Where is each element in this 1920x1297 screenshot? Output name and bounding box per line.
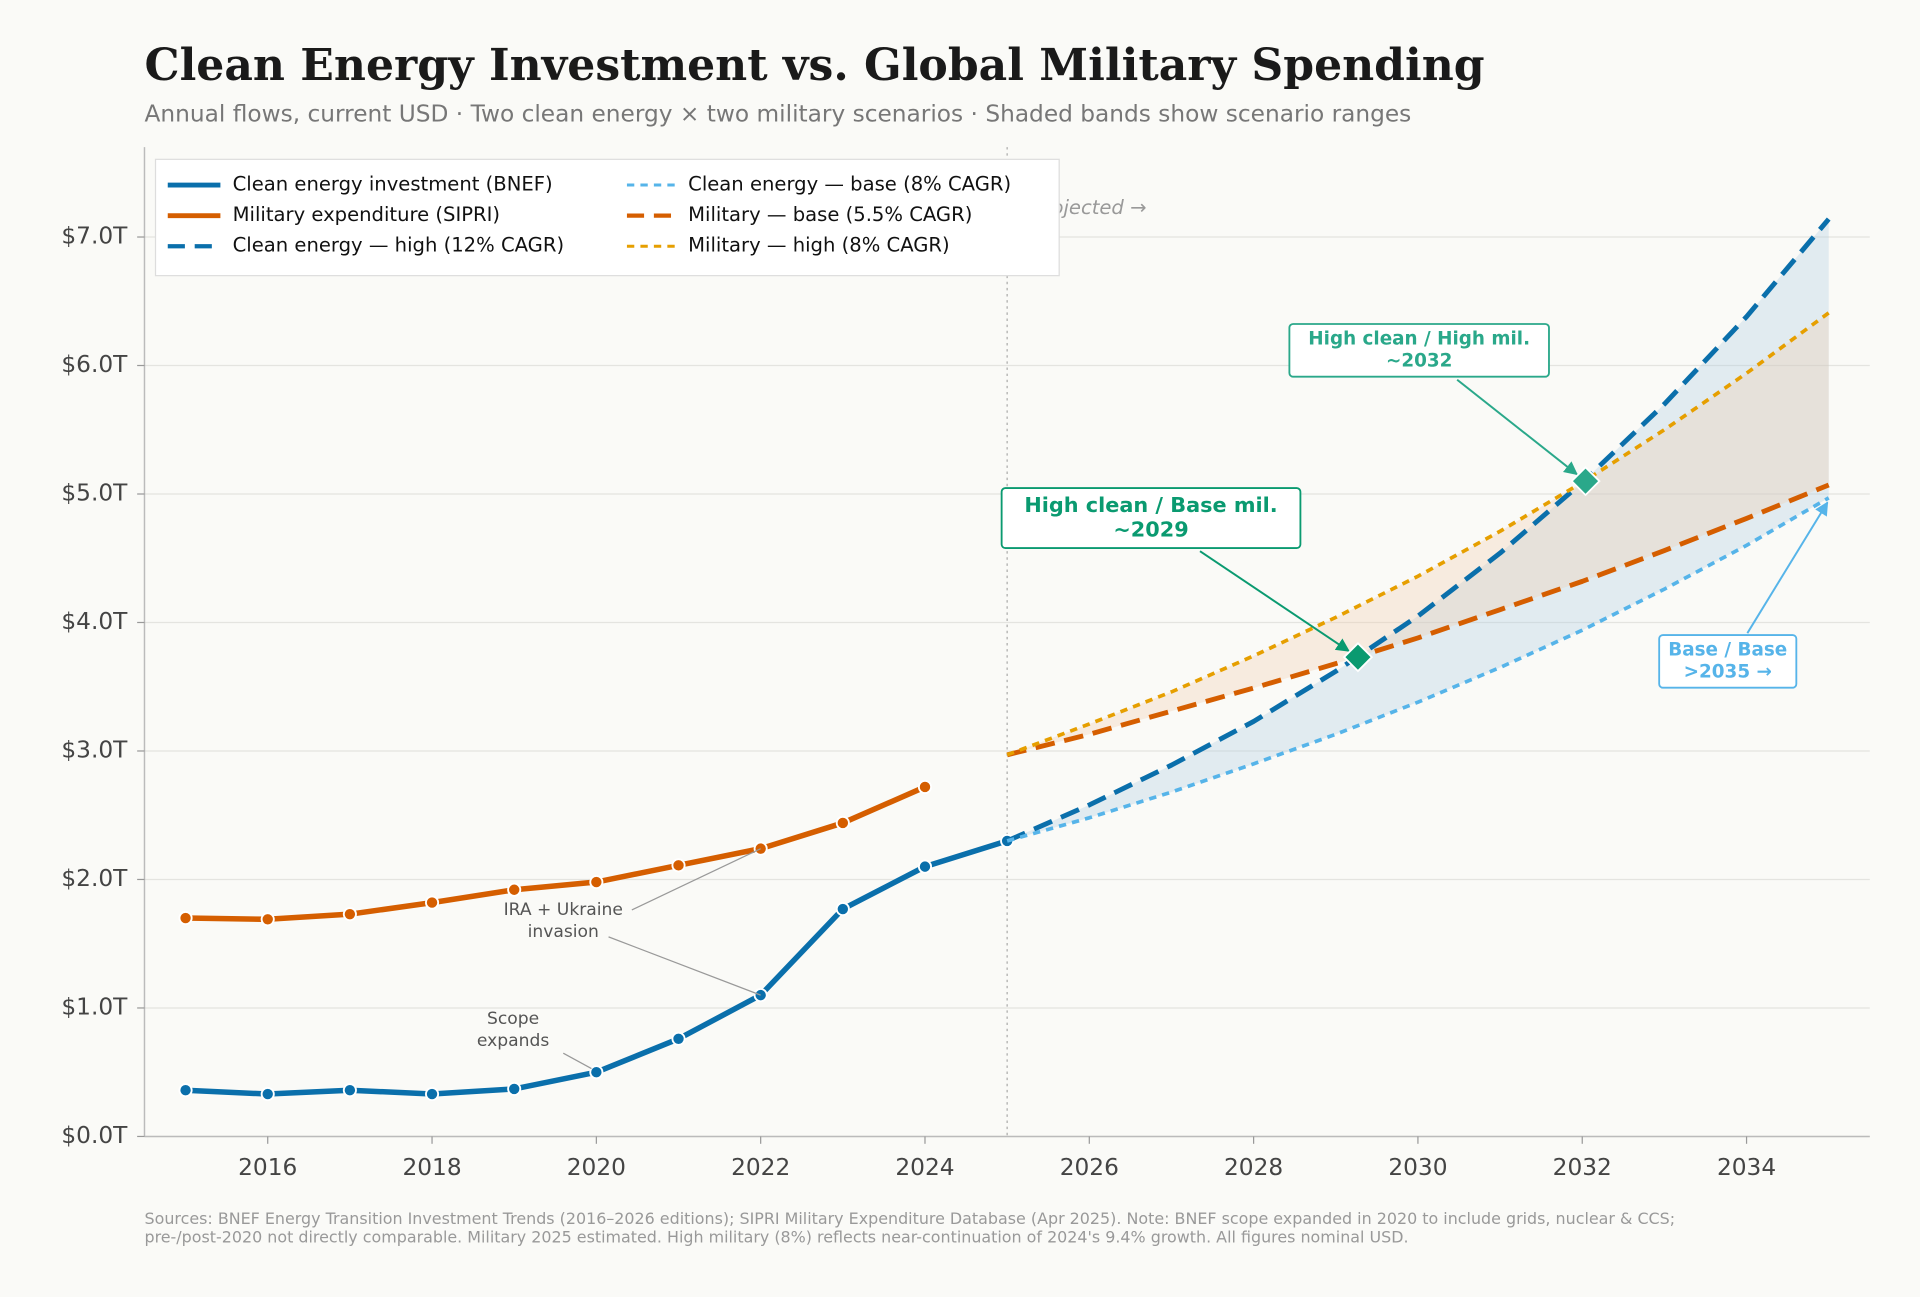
data-point xyxy=(178,910,193,926)
data-point xyxy=(589,875,604,890)
legend-label: Clean energy — high (12% CAGR) xyxy=(233,234,564,257)
data-point xyxy=(260,1087,275,1102)
data-point xyxy=(342,1083,357,1098)
note-leader xyxy=(608,936,761,996)
x-tick-label: 2020 xyxy=(567,1154,626,1181)
x-tick-label: 2034 xyxy=(1717,1154,1776,1181)
y-tick-label: $3.0T xyxy=(61,736,128,763)
series xyxy=(178,217,1831,1102)
data-point xyxy=(671,1031,686,1046)
y-tick-label: $0.0T xyxy=(61,1122,128,1149)
legend-label: Clean energy investment (BNEF) xyxy=(233,173,553,196)
y-tick-label: $6.0T xyxy=(61,351,128,378)
series-line xyxy=(1006,482,1830,758)
annotation-box xyxy=(1658,634,1798,689)
x-tick-label: 2018 xyxy=(402,1154,461,1181)
axes: $0.0T $1.0T $2.0T $3.0T $4.0T $5.0T $6.0T $7.0T… xyxy=(61,147,1870,1181)
data-point xyxy=(671,858,686,873)
note-text: IRA + Ukraine xyxy=(504,900,623,920)
data-point xyxy=(507,882,522,897)
x-tick-label: 2022 xyxy=(731,1154,790,1181)
data-point xyxy=(425,895,440,910)
series-line xyxy=(1006,496,1830,843)
annotation-text: High clean / High mil. xyxy=(1308,328,1530,349)
annotation-text: ~2029 xyxy=(1113,517,1188,541)
annotation-text: >2035 → xyxy=(1684,661,1772,682)
source-note: Sources: BNEF Energy Transition Investme… xyxy=(144,1209,1675,1228)
data-point xyxy=(507,1081,522,1096)
series-line xyxy=(1006,217,1831,844)
series-line xyxy=(185,784,927,923)
annotations: High clean / Base mil.~2029 High clean / … xyxy=(477,323,1829,1070)
scenario-band xyxy=(1007,312,1829,755)
note-leader xyxy=(631,848,761,911)
chart-subtitle: Annual flows, current USD · Two clean en… xyxy=(144,101,1411,128)
x-tick-label: 2030 xyxy=(1388,1154,1447,1181)
data-point xyxy=(260,912,275,927)
note-leader xyxy=(562,1052,592,1070)
note-text: invasion xyxy=(528,922,599,942)
y-tick-label: $2.0T xyxy=(61,865,128,892)
annotation-text: Base / Base xyxy=(1668,639,1787,660)
data-point xyxy=(425,1087,440,1102)
x-tick-label: 2016 xyxy=(238,1154,297,1181)
annotation-text: ~2032 xyxy=(1386,350,1452,371)
data-point xyxy=(835,901,850,917)
legend-label: Military — high (8% CAGR) xyxy=(688,234,950,257)
legend-box xyxy=(154,158,1060,277)
note-text: Scope xyxy=(487,1009,539,1029)
data-point xyxy=(917,859,933,874)
note-text: expands xyxy=(477,1031,549,1051)
x-tick-label: 2024 xyxy=(895,1154,954,1181)
y-tick-label: $5.0T xyxy=(61,479,128,506)
y-tick-label: $1.0T xyxy=(61,993,128,1020)
annotation-text: High clean / Base mil. xyxy=(1024,493,1277,517)
crossover-marker xyxy=(1342,642,1374,673)
crossover-marker xyxy=(1570,465,1601,497)
chart-title: Clean Energy Investment vs. Global Milit… xyxy=(144,40,1484,91)
source-note: pre-/post-2020 not directly comparable. … xyxy=(144,1228,1408,1247)
y-tick-label: $4.0T xyxy=(61,608,128,635)
legend-label: Military expenditure (SIPRI) xyxy=(233,203,500,226)
data-point xyxy=(835,815,850,830)
x-tick-label: 2028 xyxy=(1224,1154,1283,1181)
legend-label: Military — base (5.5% CAGR) xyxy=(688,203,972,226)
projection-label: Projected → xyxy=(1032,196,1147,219)
annotation-arrow xyxy=(1456,378,1578,476)
data-point xyxy=(917,779,933,795)
series-line xyxy=(1006,311,1830,757)
annotation-arrow xyxy=(1746,501,1829,634)
scenario-band xyxy=(1007,219,1829,841)
data-point xyxy=(342,907,357,922)
x-tick-label: 2026 xyxy=(1060,1154,1119,1181)
x-tick-label: 2032 xyxy=(1553,1154,1612,1181)
legend: Clean energy investment (BNEF) Military e… xyxy=(154,158,1060,277)
annotation-arrow xyxy=(1199,550,1350,652)
annotation-box xyxy=(1288,323,1550,378)
annotation-box xyxy=(1000,487,1302,550)
y-tick-label: $7.0T xyxy=(61,223,128,250)
data-point xyxy=(178,1083,193,1098)
legend-label: Clean energy — base (8% CAGR) xyxy=(688,173,1011,196)
data-point xyxy=(589,1065,604,1080)
bands xyxy=(1007,219,1829,841)
